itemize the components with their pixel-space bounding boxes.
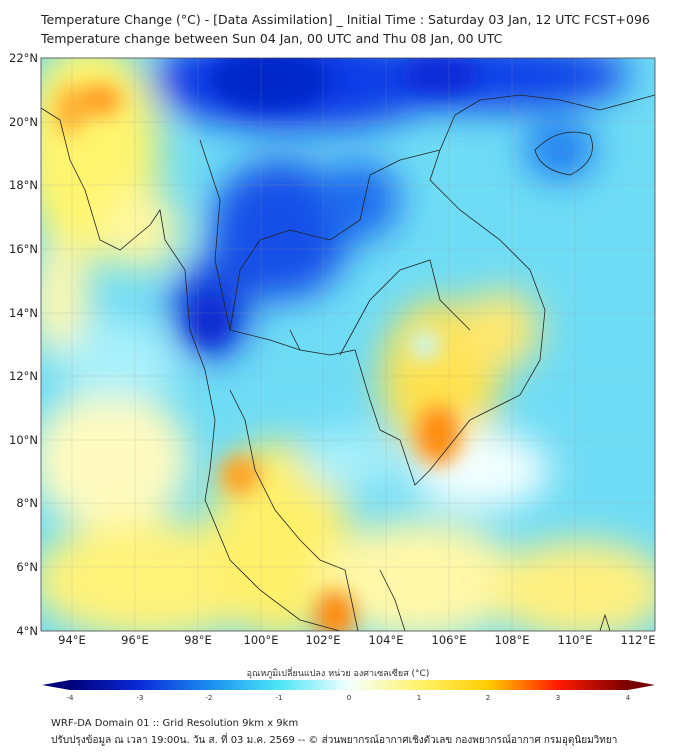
lon-label: 94°E: [58, 633, 86, 647]
colorbar-tick: 2: [485, 694, 491, 702]
footer-credit: ปรับปรุงข้อมูล ณ เวลา 19:00น. วัน ส. ที่…: [51, 735, 618, 746]
colorbar-tick: -2: [205, 694, 213, 702]
coastlines: [41, 94, 655, 631]
lat-label: 8°N: [16, 496, 38, 510]
lon-label: 110°E: [557, 633, 593, 647]
footer-model-info: WRF-DA Domain 01 :: Grid Resolution 9km …: [51, 718, 299, 729]
colorbar-min-arrow: [42, 680, 70, 690]
lon-label: 104°E: [368, 633, 404, 647]
lat-label: 12°N: [9, 369, 38, 383]
lat-label: 4°N: [16, 624, 38, 638]
lon-label: 112°E: [620, 633, 656, 647]
map-frame: [40, 57, 656, 632]
colorbar-tick: 1: [416, 694, 422, 702]
lat-label: 6°N: [16, 560, 38, 574]
colorbar-tick: -1: [275, 694, 283, 702]
colorbar-tick: 0: [346, 694, 352, 702]
field-layer: [41, 58, 655, 631]
colorbar: [42, 680, 655, 690]
colorbar-label: อุณหภูมิเปลี่ยนแปลง หน่วย องศาเซลเซียส (…: [246, 669, 430, 679]
gridlines: [41, 58, 655, 631]
lon-label: 102°E: [305, 633, 341, 647]
lon-label: 100°E: [243, 633, 279, 647]
lat-label: 16°N: [9, 242, 38, 256]
chart-subtitle: Temperature change between Sun 04 Jan, 0…: [41, 31, 503, 46]
lon-label: 96°E: [121, 633, 149, 647]
lat-label: 18°N: [9, 178, 38, 192]
lon-label: 98°E: [184, 633, 212, 647]
lon-label: 108°E: [494, 633, 530, 647]
lat-label: 14°N: [9, 306, 38, 320]
colorbar-tick: -3: [136, 694, 144, 702]
chart-title: Temperature Change (°C) - [Data Assimila…: [41, 12, 650, 27]
colorbar-body: [70, 680, 628, 690]
colorbar-max-arrow: [628, 680, 655, 690]
colorbar-tick: 4: [625, 694, 631, 702]
lon-label: 106°E: [431, 633, 467, 647]
colorbar-tick: -4: [66, 694, 74, 702]
lat-label: 22°N: [9, 51, 38, 65]
lat-label: 20°N: [9, 115, 38, 129]
colorbar-tick: 3: [555, 694, 561, 702]
lat-label: 10°N: [9, 433, 38, 447]
